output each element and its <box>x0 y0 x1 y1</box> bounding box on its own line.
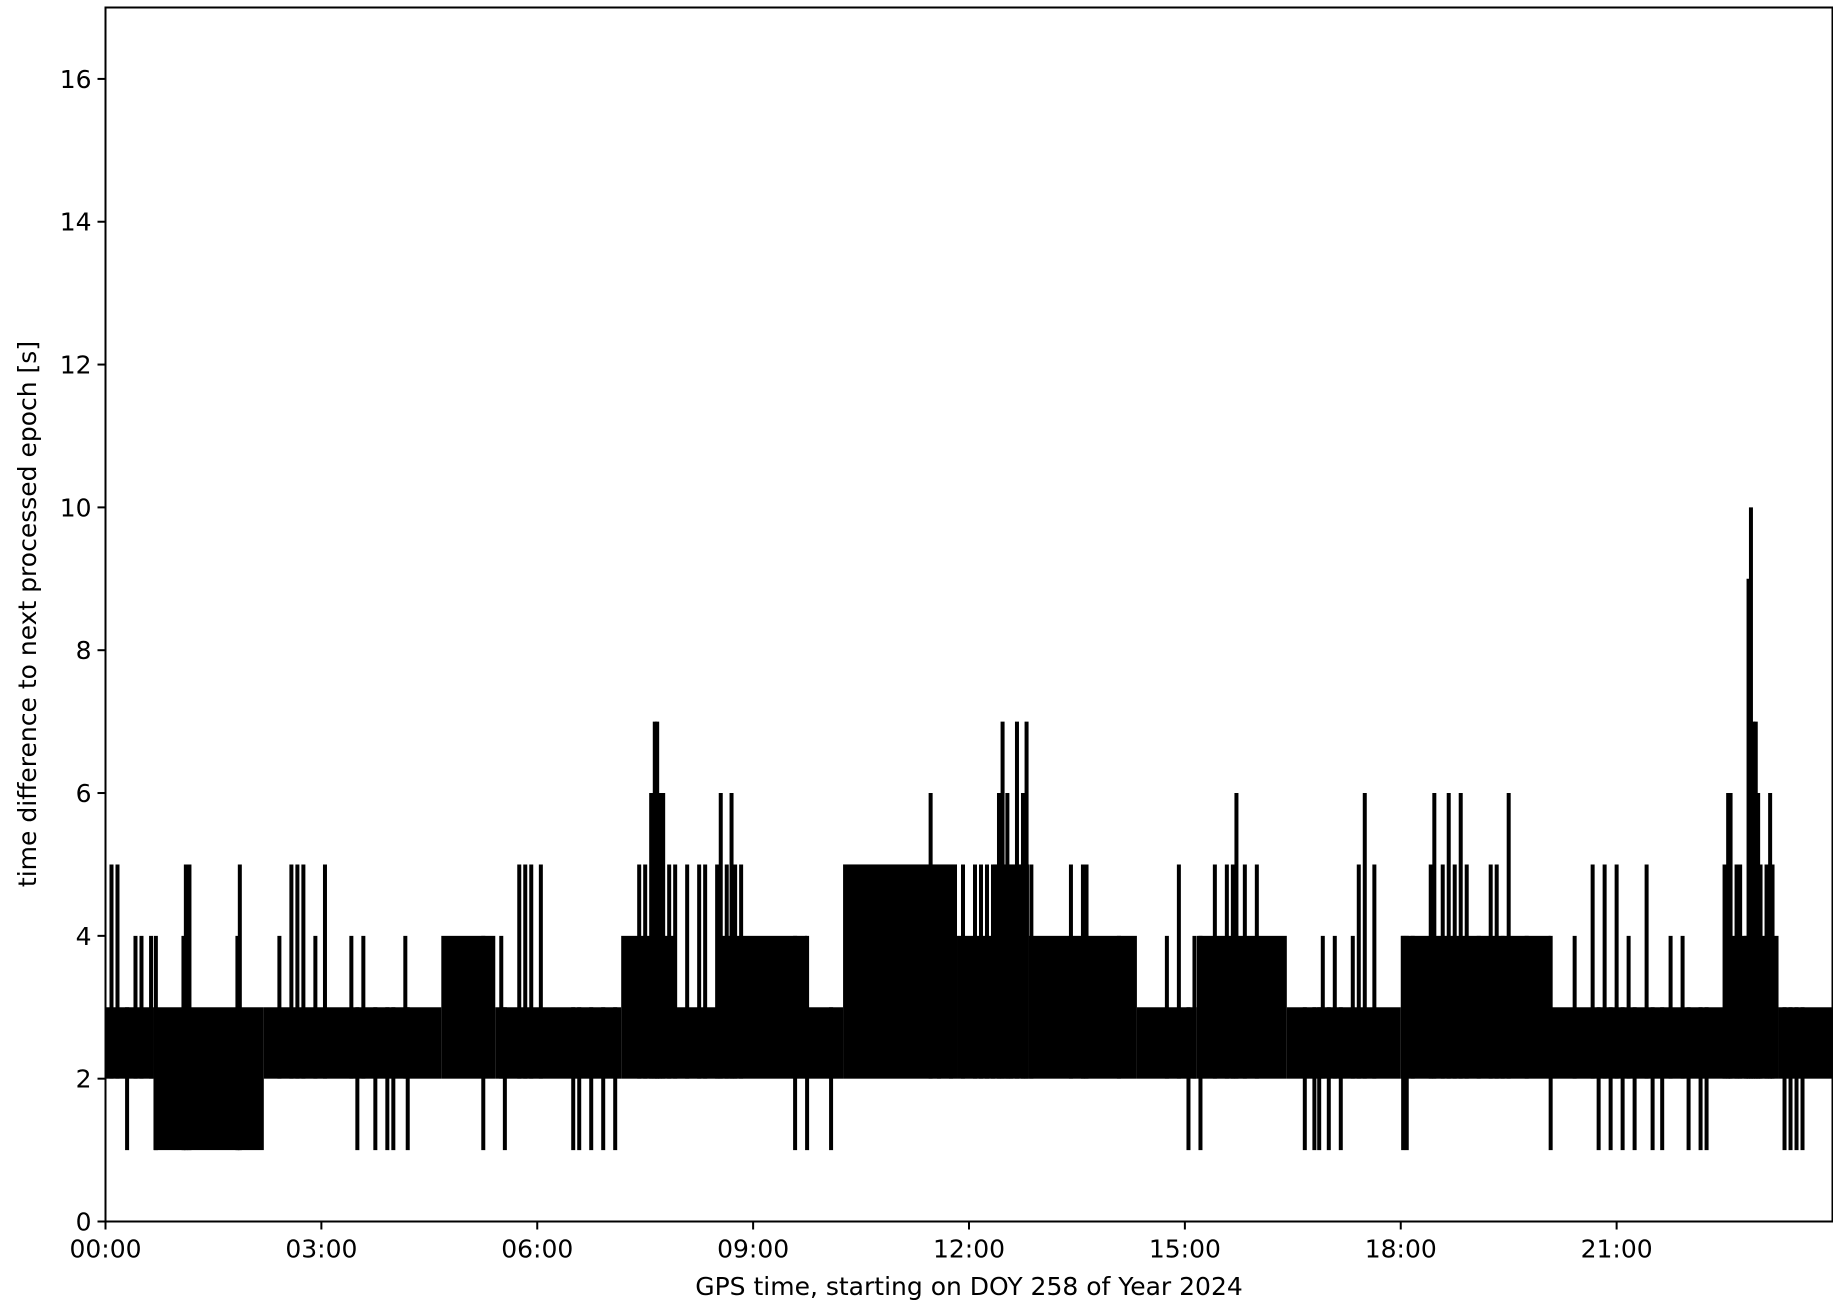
y-tick-label-1: 2 <box>76 1065 92 1094</box>
x-tick-label-2: 06:00 <box>501 1235 573 1264</box>
x-tick-label-4: 12:00 <box>933 1235 1005 1264</box>
y-tick-label-5: 10 <box>60 493 92 522</box>
y-tick-label-7: 14 <box>60 208 92 237</box>
x-tick-label-3: 09:00 <box>717 1235 789 1264</box>
band-segment-8 <box>807 1007 844 1079</box>
x-tick-label-0: 00:00 <box>69 1235 141 1264</box>
x-axis: 00:00 03:00 06:00 09:00 12:00 15:00 18:00 21:00 <box>69 1221 1653 1264</box>
band-segment-3 <box>441 935 496 1079</box>
x-tick-label-6: 18:00 <box>1365 1235 1437 1264</box>
x-tick-label-7: 21:00 <box>1581 1235 1653 1264</box>
band-segment-19 <box>1778 1007 1833 1079</box>
band-segment-1 <box>153 1007 264 1151</box>
band-segment-17 <box>1550 1007 1725 1079</box>
y-axis: 0 2 4 6 8 10 12 14 16 <box>60 65 106 1237</box>
band-segment-4 <box>495 1007 622 1079</box>
x-tick-label-5: 15:00 <box>1149 1235 1221 1264</box>
band-segment-6 <box>675 1007 718 1079</box>
y-tick-label-8: 16 <box>60 65 92 94</box>
y-tick-label-0: 0 <box>76 1208 92 1237</box>
y-tick-label-6: 12 <box>60 351 92 380</box>
data-layer <box>105 507 1833 1151</box>
x-tick-label-1: 03:00 <box>285 1235 357 1264</box>
y-tick-label-3: 6 <box>76 779 92 808</box>
band-segment-5 <box>621 935 676 1079</box>
x-axis-label: GPS time, starting on DOY 258 of Year 20… <box>695 1272 1243 1301</box>
y-axis-label: time difference to next processed epoch … <box>13 341 42 887</box>
band-segment-14 <box>1196 935 1287 1079</box>
y-tick-label-2: 4 <box>76 922 92 951</box>
y-tick-label-4: 8 <box>76 636 92 665</box>
